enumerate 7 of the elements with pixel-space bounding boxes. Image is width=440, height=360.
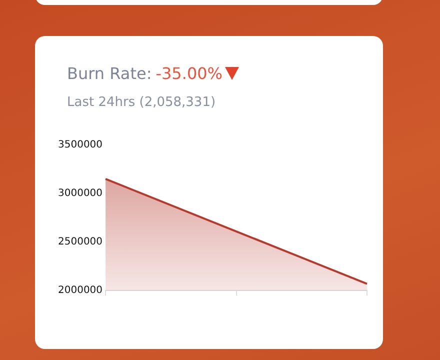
y-tick-label: 3000000	[58, 188, 103, 200]
y-tick-label: 2000000	[58, 285, 103, 296]
chart-title: Burn Rate:	[67, 64, 152, 83]
text: -35.00%	[156, 64, 222, 83]
y-tick-label: 2500000	[58, 236, 103, 248]
chart-subtitle: Last 24hrs (2,058,331)	[67, 95, 216, 110]
y-tick-label: 3500000	[58, 140, 103, 151]
